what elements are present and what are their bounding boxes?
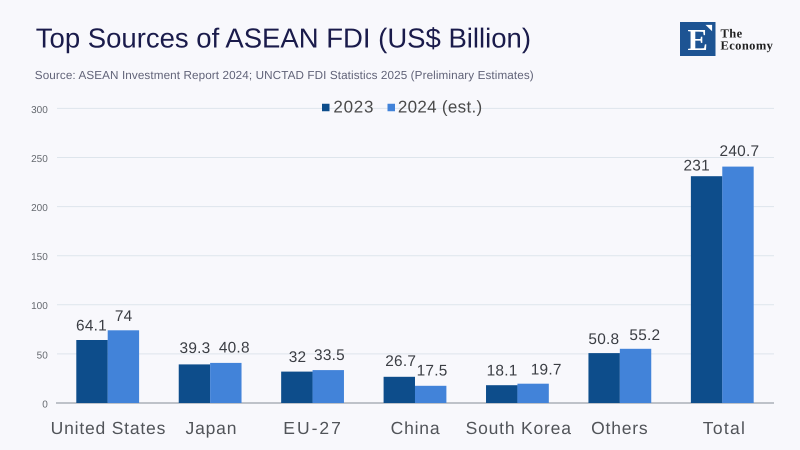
svg-text:18.1: 18.1	[487, 362, 518, 379]
svg-text:55.2: 55.2	[629, 327, 660, 344]
svg-text:2024 (est.): 2024 (est.)	[398, 98, 483, 117]
svg-text:The: The	[721, 26, 743, 40]
svg-text:19.7: 19.7	[531, 361, 562, 378]
svg-text:150: 150	[31, 252, 48, 263]
svg-text:17.5: 17.5	[417, 363, 448, 380]
svg-text:40.8: 40.8	[219, 339, 250, 356]
svg-text:300: 300	[31, 105, 48, 116]
svg-text:231: 231	[683, 157, 709, 174]
svg-text:Top Sources of ASEAN FDI (US$: Top Sources of ASEAN FDI (US$ Billion)	[36, 23, 531, 54]
svg-text:China: China	[391, 418, 441, 438]
svg-text:26.7: 26.7	[385, 353, 416, 370]
svg-text:64.1: 64.1	[76, 318, 107, 335]
svg-text:Japan: Japan	[186, 418, 238, 438]
svg-text:Source: ASEAN Investment Repor: Source: ASEAN Investment Report 2024; UN…	[35, 69, 534, 82]
svg-text:32: 32	[289, 349, 307, 366]
svg-text:33.5: 33.5	[314, 347, 345, 364]
svg-text:74: 74	[115, 308, 133, 325]
svg-text:United States: United States	[51, 418, 166, 438]
svg-text:Others: Others	[591, 418, 648, 438]
svg-text:EU-27: EU-27	[283, 418, 343, 438]
svg-text:0: 0	[42, 399, 48, 410]
svg-text:50: 50	[37, 350, 49, 361]
svg-text:240.7: 240.7	[720, 143, 760, 160]
svg-text:100: 100	[31, 301, 48, 312]
svg-text:50.8: 50.8	[588, 331, 619, 348]
svg-text:250: 250	[31, 154, 48, 165]
svg-text:Economy: Economy	[721, 38, 774, 52]
svg-text:39.3: 39.3	[180, 340, 211, 357]
svg-text:200: 200	[31, 203, 48, 214]
svg-text:E: E	[688, 23, 708, 57]
svg-text:2023: 2023	[333, 98, 374, 117]
svg-text:Total: Total	[703, 418, 746, 438]
svg-text:South Korea: South Korea	[466, 418, 572, 438]
